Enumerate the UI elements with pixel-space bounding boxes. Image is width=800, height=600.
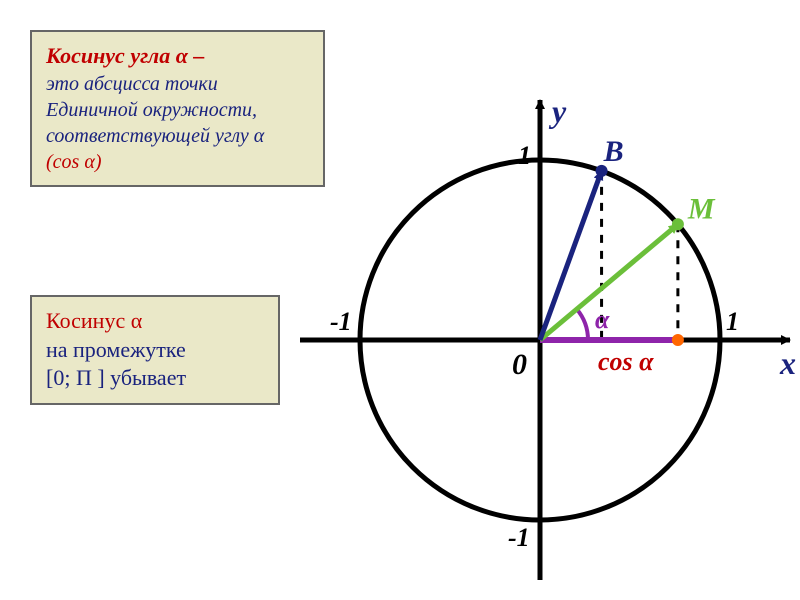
unit-circle-diagram: x y 0 1 -1 1 -1 M Bα cos α — [280, 80, 800, 600]
origin-label: 0 — [512, 348, 527, 381]
angle-arc — [577, 309, 588, 340]
alpha-label: α — [595, 305, 610, 334]
point-m-dot — [672, 218, 684, 230]
tick-pos1-x: 1 — [726, 307, 739, 336]
prop-line-2: на промежутке — [46, 336, 264, 365]
tick-neg1-x: -1 — [330, 307, 352, 336]
cos-dot — [672, 334, 684, 346]
def-line-5: (cos α) — [46, 149, 309, 175]
y-axis-label: y — [548, 93, 567, 129]
point-b-label: B — [603, 135, 624, 168]
def-line-2: это абсцисса точки — [46, 71, 309, 97]
x-axis-label: x — [779, 345, 796, 381]
tick-pos1-y: 1 — [518, 141, 531, 170]
def-line-3: Единичной окружности, — [46, 97, 309, 123]
tick-neg1-y: -1 — [508, 523, 530, 552]
prop-line-1: Косинус α — [46, 307, 264, 336]
prop-line-3: [0; П ] убывает — [46, 364, 264, 393]
point-m-label: M — [687, 192, 716, 225]
cos-label: cos α — [598, 347, 654, 376]
def-line-1: Косинус угла α – — [46, 42, 309, 71]
def-line-4: соответствующей углу α — [46, 123, 309, 149]
property-box: Косинус α на промежутке [0; П ] убывает — [30, 295, 280, 405]
